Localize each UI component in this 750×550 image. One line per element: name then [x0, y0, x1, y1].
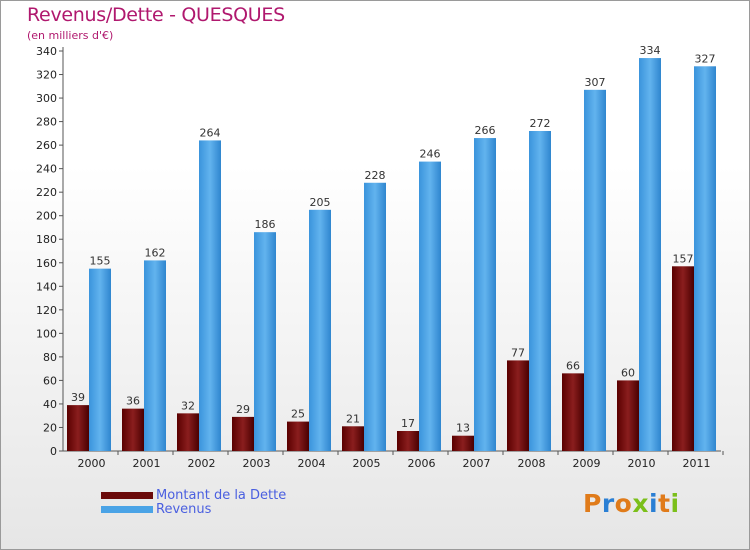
logo-letter: r: [601, 489, 615, 518]
y-tick-label: 140: [36, 280, 57, 293]
x-tick-label: 2000: [78, 457, 106, 470]
logo-letter: i: [670, 489, 680, 518]
revenue-bar: [89, 268, 111, 451]
debt-data-label: 77: [511, 346, 525, 359]
debt-data-label: 29: [236, 403, 250, 416]
debt-data-label: 60: [621, 366, 635, 379]
debt-bar: [287, 421, 309, 451]
debt-data-label: 39: [71, 391, 85, 404]
revenue-bar: [529, 131, 551, 451]
revenue-data-label: 327: [695, 52, 716, 65]
revenue-data-label: 228: [365, 169, 386, 182]
y-tick-label: 200: [36, 210, 57, 223]
y-tick-label: 60: [43, 374, 57, 387]
revenue-data-label: 155: [90, 255, 111, 268]
chart-subtitle: (en milliers d'€): [27, 29, 114, 42]
x-tick-label: 2003: [243, 457, 271, 470]
chart-title: Revenus/Dette - QUESQUES: [27, 4, 285, 26]
y-tick-label: 40: [43, 398, 57, 411]
x-tick-label: 2002: [188, 457, 216, 470]
y-tick-label: 260: [36, 139, 57, 152]
revenue-bar: [199, 140, 221, 452]
revenue-data-label: 205: [310, 196, 331, 209]
y-tick-label: 340: [36, 45, 57, 58]
y-tick-label: 20: [43, 421, 57, 434]
x-tick-label: 2006: [408, 457, 436, 470]
x-tick-label: 2008: [518, 457, 546, 470]
revenue-data-label: 246: [420, 148, 441, 161]
revenue-data-label: 266: [475, 124, 496, 137]
logo-letter: o: [614, 489, 633, 518]
debt-data-label: 32: [181, 399, 195, 412]
legend-label-revenue: Revenus: [156, 502, 212, 517]
logo-letter: t: [658, 489, 671, 518]
revenue-bar: [254, 232, 276, 451]
debt-data-label: 21: [346, 412, 360, 425]
y-tick-label: 0: [50, 445, 57, 458]
y-tick-label: 300: [36, 92, 57, 105]
revenue-data-label: 264: [200, 126, 221, 139]
legend-label-debt: Montant de la Dette: [156, 488, 287, 503]
revenue-bar: [694, 66, 716, 451]
debt-data-label: 17: [401, 417, 415, 430]
y-tick-label: 100: [36, 327, 57, 340]
debt-bar: [67, 405, 89, 451]
y-tick-label: 240: [36, 163, 57, 176]
revenue-bar: [474, 138, 496, 451]
logo-letter: i: [649, 489, 659, 518]
y-tick-label: 320: [36, 69, 57, 82]
x-tick-label: 2009: [573, 457, 601, 470]
revenue-data-label: 307: [585, 76, 606, 89]
y-tick-label: 160: [36, 257, 57, 270]
debt-bar: [507, 360, 529, 451]
proxiti-logo: Proxiti: [583, 489, 680, 518]
revenue-bar: [364, 182, 386, 451]
debt-data-label: 36: [126, 395, 140, 408]
debt-bar: [452, 435, 474, 451]
debt-bar: [122, 408, 144, 451]
debt-bar: [617, 380, 639, 451]
debt-bar: [397, 431, 419, 451]
revenue-data-label: 334: [640, 44, 661, 57]
revenue-data-label: 162: [145, 246, 166, 259]
x-tick-label: 2005: [353, 457, 381, 470]
x-tick-label: 2010: [628, 457, 656, 470]
revenue-bar: [584, 89, 606, 451]
x-tick-label: 2001: [133, 457, 161, 470]
debt-bar: [177, 413, 199, 451]
debt-bar: [672, 266, 694, 451]
revenue-bar: [309, 209, 331, 451]
y-tick-label: 180: [36, 233, 57, 246]
debt-data-label: 66: [566, 359, 580, 372]
y-tick-label: 280: [36, 116, 57, 129]
y-tick-label: 120: [36, 304, 57, 317]
x-tick-label: 2004: [298, 457, 326, 470]
y-tick-label: 220: [36, 186, 57, 199]
revenue-data-label: 272: [530, 117, 551, 130]
legend-swatch-debt: [101, 492, 153, 499]
legend-swatch-revenue: [101, 506, 153, 513]
logo-letter: x: [632, 489, 649, 518]
debt-bar: [232, 416, 254, 451]
x-tick-label: 2011: [683, 457, 711, 470]
debt-bar: [342, 426, 364, 451]
debt-data-label: 13: [456, 422, 470, 435]
logo-letter: P: [583, 489, 602, 518]
revenue-bar: [419, 161, 441, 451]
revenue-bar: [144, 260, 166, 451]
debt-data-label: 25: [291, 408, 305, 421]
debt-bar: [562, 373, 584, 451]
x-tick-label: 2007: [463, 457, 491, 470]
debt-data-label: 157: [673, 252, 694, 265]
y-tick-label: 80: [43, 351, 57, 364]
revenue-bar: [639, 58, 661, 451]
revenue-data-label: 186: [255, 218, 276, 231]
